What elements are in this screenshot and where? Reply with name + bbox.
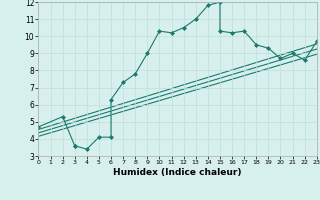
X-axis label: Humidex (Indice chaleur): Humidex (Indice chaleur)	[113, 168, 242, 177]
